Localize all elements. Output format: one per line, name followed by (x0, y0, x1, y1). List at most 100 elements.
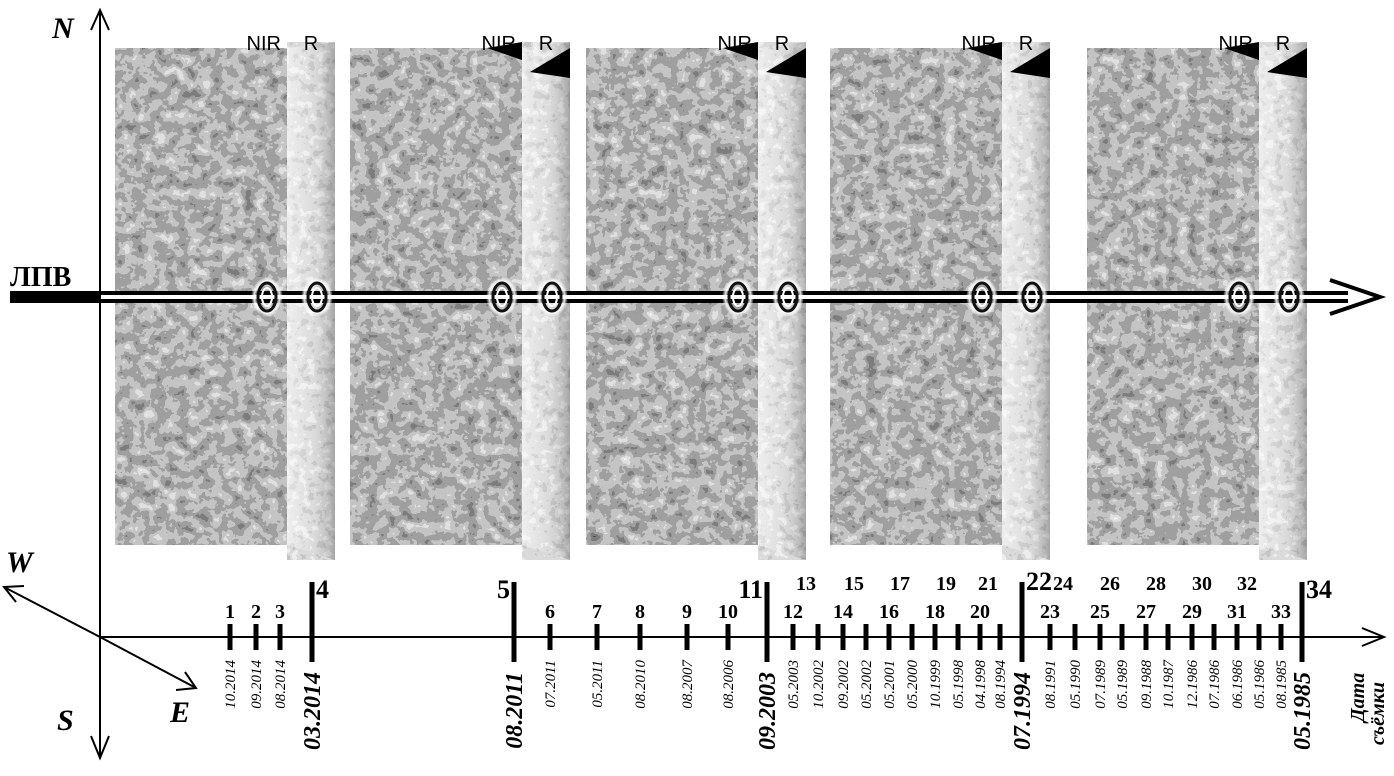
time-tick-number: 4 (316, 575, 329, 604)
ray-ring-outline (256, 281, 278, 313)
time-tick: 18 10.1999 (925, 601, 945, 709)
ray-ring-inner (1233, 287, 1245, 307)
time-tick: 5 08.2011 (497, 575, 528, 749)
ray-ring-outline (491, 281, 513, 313)
ray-intersection-rings (251, 277, 1305, 317)
time-tick-date: 08.2006 (721, 660, 737, 709)
nir-band-label: NIR (482, 33, 516, 55)
time-tick-number: 2 (251, 601, 261, 623)
time-tick-number: 11 (738, 575, 763, 604)
time-tick-date: 07.1986 (1207, 660, 1223, 709)
ray-ring (536, 277, 568, 317)
time-tick-date: 10.2002 (811, 660, 827, 709)
ray-ring (301, 277, 333, 317)
time-tick: 22 07.1994 (1010, 567, 1052, 750)
ray-ring-inner (496, 287, 508, 307)
ray-ring-outline (971, 281, 993, 313)
r-corner-shadow (1010, 48, 1050, 78)
time-tick: 11 09.2003 (738, 575, 781, 750)
time-tick-number: 7 (592, 601, 602, 623)
time-tick-number: 32 (1237, 573, 1257, 595)
time-tick-date: 09.2002 (836, 660, 852, 709)
ray-ring (251, 277, 283, 317)
east-label: E (169, 696, 190, 729)
time-tick-number: 34 (1306, 575, 1332, 604)
time-tick: 10 08.2006 (718, 601, 738, 709)
time-axis-title: Дата съёмки (1347, 673, 1389, 745)
time-tick-number: 23 (1040, 601, 1060, 623)
time-tick: 17 05.2000 (890, 573, 921, 709)
time-tick-number: 31 (1227, 601, 1247, 623)
time-tick-date: 05.1986 (1252, 660, 1268, 709)
time-tick-number: 13 (796, 573, 816, 595)
time-tick-date: 05.2003 (786, 660, 802, 709)
nir-band-label: NIR (1219, 33, 1253, 55)
r-band-label: R (539, 33, 553, 55)
ray-ring (722, 277, 754, 317)
time-tick-date: 05.1990 (1068, 660, 1084, 709)
south-label: S (57, 704, 74, 737)
r-band-label: R (775, 33, 789, 55)
r-band-label: R (1019, 33, 1033, 55)
nir-corner-shadow (967, 42, 1002, 60)
time-tick-date: 08.2014 (273, 660, 289, 709)
time-tick: 7 05.2011 (590, 601, 606, 708)
time-tick-number: 6 (545, 601, 555, 623)
time-tick-number: 8 (635, 601, 645, 623)
time-tick: 13 10.2002 (796, 573, 827, 709)
r-band-label: R (304, 33, 318, 55)
time-tick-number: 25 (1090, 601, 1110, 623)
time-tick: 31 06.1986 (1227, 601, 1247, 709)
time-tick: 30 07.1986 (1192, 573, 1223, 709)
ray-ring-inner (976, 287, 988, 307)
time-axis-title-line1: Дата (1347, 673, 1369, 724)
time-tick: 4 03.2014 (300, 575, 329, 750)
time-tick: 2 09.2014 (249, 601, 265, 709)
time-tick: 14 09.2002 (833, 601, 853, 709)
ray-ring-outline (727, 281, 749, 313)
time-tick-date: 08.2011 (502, 672, 528, 749)
time-tick: 21 08.1994 (978, 573, 1009, 709)
time-tick-date: 08.1991 (1043, 660, 1059, 709)
ray-ring-inner (1026, 287, 1038, 307)
time-tick-date: 05.1998 (951, 660, 967, 709)
west-label: W (6, 546, 35, 579)
time-tick-date: 05.1985 (1290, 672, 1316, 750)
time-tick: 9 08.2007 (680, 601, 696, 709)
time-tick-date: 05.2011 (590, 660, 606, 708)
time-tick: 6 07.2011 (543, 601, 559, 708)
time-tick-number: 26 (1100, 573, 1120, 595)
ray-ring-outline (541, 281, 563, 313)
time-tick-number: 14 (833, 601, 853, 623)
time-tick-number: 30 (1192, 573, 1212, 595)
r-corner-shadow (1267, 48, 1307, 78)
nir-corner-shadow (723, 42, 758, 60)
time-tick: 15 05.2002 (844, 573, 875, 709)
time-tick: 25 07.1989 (1090, 601, 1110, 709)
time-tick-number: 21 (978, 573, 998, 595)
time-tick: 8 08.2010 (633, 601, 649, 709)
time-tick: 24 05.1990 (1053, 573, 1084, 709)
time-axis: 1 10.2014 2 09.2014 3 08.2014 4 03.2014 5 08.2011… (223, 567, 1332, 750)
time-tick-number: 28 (1146, 573, 1166, 595)
time-tick: 28 10.1987 (1146, 573, 1177, 709)
time-tick-date: 05.2002 (859, 660, 875, 709)
time-tick: 29 12.1986 (1182, 601, 1202, 709)
ray-ring-inner (782, 287, 794, 307)
time-tick-date: 08.1985 (1274, 660, 1290, 709)
time-tick-number: 9 (682, 601, 692, 623)
time-tick-number: 12 (783, 601, 803, 623)
nir-corner-shadow (1224, 42, 1259, 60)
ray-ring-outline (306, 281, 328, 313)
time-tick-number: 1 (225, 601, 235, 623)
ray-ring (772, 277, 804, 317)
time-tick-number: 27 (1136, 601, 1156, 623)
r-band-label: R (1276, 33, 1290, 55)
time-tick: 19 05.1998 (936, 573, 967, 709)
time-tick-number: 22 (1026, 567, 1052, 596)
time-tick-number: 33 (1271, 601, 1291, 623)
ray-ring-inner (311, 287, 323, 307)
time-tick: 33 08.1985 (1271, 601, 1291, 709)
time-tick: 23 08.1991 (1040, 601, 1060, 709)
time-tick: 12 05.2003 (783, 601, 803, 709)
